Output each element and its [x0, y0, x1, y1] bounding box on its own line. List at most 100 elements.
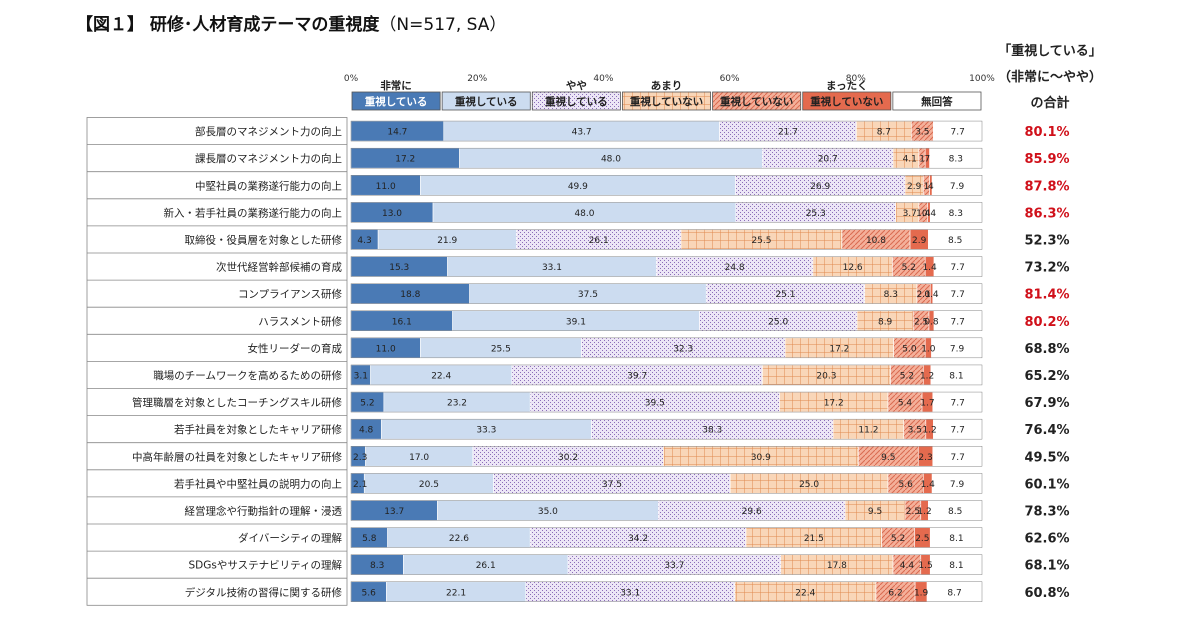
bar-value-label: 7.7	[951, 290, 965, 300]
bar-value-label: 18.8	[400, 290, 420, 300]
legend-swatch	[531, 91, 621, 111]
bar-outline	[350, 310, 983, 331]
bar-value-label: 8.9	[878, 317, 893, 327]
total-value: 49.5%	[1024, 450, 1069, 465]
bar-outline	[350, 364, 983, 386]
bar-outline	[350, 229, 983, 250]
category-label: 若手社員や中堅社員の説明力の向上	[174, 477, 342, 490]
bar-value-label: 5.0	[902, 344, 917, 354]
bar-value-label: 22.4	[795, 588, 815, 598]
bar-value-label: 1.4	[921, 480, 936, 490]
bar-value-label: 0.8	[924, 317, 939, 327]
bar-outline	[350, 202, 983, 223]
bar-outline	[350, 527, 983, 548]
category-label: コンプライアンス研修	[238, 288, 343, 301]
bar-value-label: 12.6	[843, 263, 863, 273]
total-value: 65.2%	[1024, 369, 1069, 384]
legend-swatch	[622, 91, 711, 111]
category-label: デジタル技術の習得に関する研修	[185, 586, 343, 599]
bar-value-label: 39.5	[645, 399, 665, 409]
bar-value-label: 15.3	[389, 263, 409, 273]
bar-outline	[350, 581, 983, 602]
bar-value-label: 4	[928, 182, 934, 192]
bar-value-label: 26.9	[810, 182, 830, 192]
bar-value-label: 1.0	[921, 344, 936, 354]
bar-value-label: 25.3	[806, 209, 826, 219]
bar-value-label: 5.2	[891, 534, 905, 544]
bar-value-label: 2.5	[906, 507, 920, 517]
bar-value-label: 1.2	[922, 426, 936, 436]
sum-header-line1: 「重視している」	[998, 44, 1102, 59]
total-value: 81.4%	[1024, 288, 1069, 303]
total-value: 73.2%	[1024, 261, 1069, 276]
bar-value-label: 1.2	[917, 507, 931, 517]
category-label: 課長層のマネジメント力の向上	[195, 152, 342, 165]
total-value: 80.2%	[1024, 315, 1069, 330]
bar-value-label: 9.5	[881, 453, 895, 463]
bar-value-label: 7.9	[950, 480, 965, 490]
bar-value-label: 30.9	[751, 453, 771, 463]
bar-value-label: 1.9	[914, 588, 929, 598]
bar-value-label: 32.3	[673, 344, 693, 354]
bar-value-label: 5.2	[360, 399, 374, 409]
bar-value-label: 2.1	[916, 290, 930, 300]
category-label: ハラスメント研修	[258, 315, 342, 328]
bar-value-label: 4.3	[357, 236, 371, 246]
bar-value-label: 11.0	[376, 182, 396, 192]
bar-value-label: 8.5	[948, 507, 962, 517]
bar-value-label: 25.5	[491, 344, 511, 354]
bar-value-label: 25.0	[768, 317, 788, 327]
category-label: 職場のチームワークを高めるための研修	[153, 369, 342, 382]
bar-value-label: 34.2	[628, 534, 648, 544]
axis-tick-label: 0%	[344, 74, 359, 84]
bar-value-label: 39.1	[566, 317, 586, 327]
bar-value-label: 33.3	[476, 426, 496, 436]
bar-value-label: 13.0	[382, 209, 402, 219]
bar-value-label: 7.7	[951, 317, 965, 327]
bar-value-label: 29.6	[742, 507, 762, 517]
bar-value-label: 3.1	[354, 371, 368, 381]
bar-value-label: 11.0	[376, 344, 396, 354]
bar-value-label: 21.5	[804, 534, 824, 544]
bar-value-label: 16.1	[392, 317, 412, 327]
bar-value-label: 7.9	[950, 182, 965, 192]
bar-value-label: 37.5	[602, 480, 622, 490]
bar-value-label: 39.7	[627, 371, 647, 381]
total-value: 68.1%	[1024, 559, 1069, 574]
legend-label-top: 非常に	[380, 79, 412, 92]
legend-label: 重視している	[455, 95, 518, 108]
bar-value-label: 22.1	[446, 588, 466, 598]
bar-value-label: 0.4	[922, 209, 937, 219]
bar-value-label: 11.2	[858, 426, 878, 436]
bar-value-label: 2.5	[915, 534, 929, 544]
legend-label-top: まったく	[826, 80, 868, 92]
axis-tick-label: 100%	[969, 74, 995, 84]
bar-value-label: 1.2	[920, 371, 934, 381]
total-value: 67.9%	[1024, 396, 1069, 411]
category-label: 中高年齢層の社員を対象としたキャリア研修	[132, 450, 342, 463]
bar-value-label: 1.7	[920, 399, 934, 409]
bar-value-label: 3.5	[908, 426, 922, 436]
bar-outline	[350, 418, 983, 440]
total-value: 62.6%	[1024, 532, 1069, 547]
category-label: 管理職層を対象としたコーチングスキル研修	[132, 396, 342, 409]
legend-swatch	[351, 91, 441, 111]
bar-value-label: 8.7	[947, 588, 961, 598]
title-subtitle: （N=517, SA）	[379, 15, 507, 35]
bar-value-label: 49.9	[568, 182, 588, 192]
bar-value-label: 20.5	[419, 480, 439, 490]
bar-value-label: 8.3	[370, 561, 384, 571]
bar-value-label: 7.9	[950, 344, 965, 354]
bar-outline	[350, 175, 983, 196]
bar-value-label: 0.4	[924, 290, 939, 300]
bar-value-label: 33.1	[620, 588, 640, 598]
bar-outline	[350, 500, 983, 521]
bar-value-label: 7	[925, 155, 931, 165]
bar-value-label: 25.0	[799, 480, 819, 490]
bar-value-label: 5.2	[900, 371, 914, 381]
bar-value-label: 7.7	[951, 263, 965, 273]
sum-header-line3: の合計	[1030, 96, 1070, 111]
total-value: 80.1%	[1024, 125, 1069, 140]
bar-outline	[350, 391, 983, 413]
bar-value-label: 7.7	[951, 399, 965, 409]
